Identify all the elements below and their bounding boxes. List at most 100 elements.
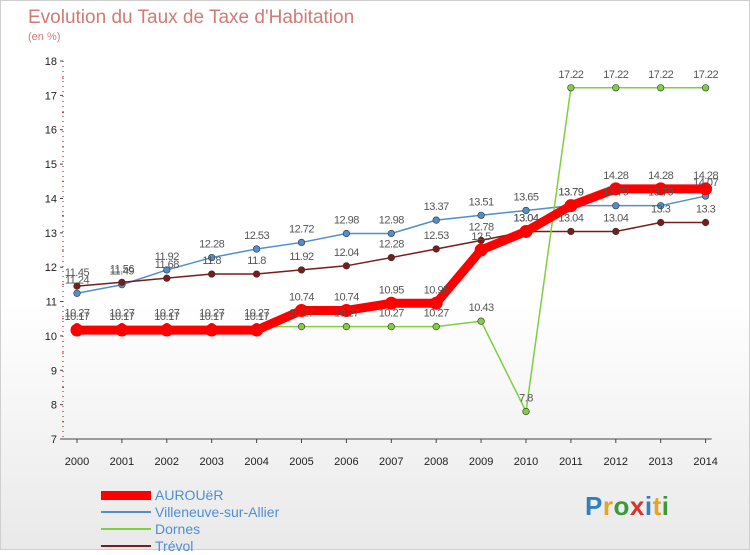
data-point [474, 243, 488, 257]
x-tick-label: 2000 [65, 456, 89, 468]
data-point [657, 202, 665, 210]
proxiti-logo: Proxiti [585, 491, 669, 522]
x-tick-label: 2012 [604, 456, 628, 468]
data-label: 11.68 [155, 259, 180, 271]
legend-label: AUROUëR [155, 487, 224, 503]
chart-title: Evolution du Taux de Taxe d'Habitation [28, 7, 355, 28]
chart-unit-label: (en %) [28, 31, 61, 43]
data-point [115, 323, 129, 337]
data-label: 10.17 [244, 311, 269, 323]
logo-letter: i [661, 491, 670, 521]
y-tick-label: 9 [51, 365, 57, 377]
data-label: 11.92 [289, 251, 314, 263]
data-label: 11.8 [247, 255, 266, 267]
legend-swatch [101, 545, 151, 547]
data-label: 13.79 [603, 187, 628, 199]
data-label: 17.22 [693, 69, 718, 81]
data-point [699, 182, 713, 196]
data-point [297, 266, 306, 274]
data-label: 13.04 [558, 212, 583, 224]
data-point [205, 323, 219, 337]
data-point [163, 266, 171, 274]
legend-swatch [101, 528, 151, 530]
data-point [612, 202, 620, 210]
data-point [477, 317, 485, 325]
data-label: 10.95 [379, 284, 404, 296]
legend-swatch [101, 490, 151, 500]
data-label: 10.17 [64, 311, 89, 323]
data-point [609, 182, 623, 196]
logo-letter: o [613, 491, 630, 521]
data-point [253, 245, 261, 253]
data-label: 13.37 [424, 201, 449, 213]
data-point [297, 323, 306, 331]
data-label: 11.49 [110, 266, 135, 278]
x-tick-label: 2013 [648, 456, 672, 468]
data-label: 10.95 [424, 284, 449, 296]
data-point [657, 84, 665, 92]
data-point [432, 245, 440, 253]
x-tick-label: 2001 [110, 456, 134, 468]
data-label: 14.28 [603, 170, 628, 182]
data-point [160, 323, 174, 337]
data-point [567, 84, 575, 92]
data-label: 10.27 [64, 308, 89, 320]
data-point [70, 323, 84, 337]
data-label: 13.79 [558, 187, 583, 199]
data-point [295, 303, 308, 317]
data-label: 13.51 [469, 196, 494, 208]
data-point [432, 323, 440, 331]
data-point [73, 282, 81, 290]
data-label: 12.78 [469, 221, 494, 233]
y-tick-label: 18 [45, 56, 57, 68]
data-point [654, 182, 668, 196]
data-label: 14.28 [693, 170, 718, 182]
data-point [612, 227, 620, 236]
data-label: 13.3 [651, 204, 671, 216]
x-tick-label: 2007 [379, 456, 403, 468]
data-label: 13.65 [513, 191, 538, 203]
data-label: 13.04 [513, 212, 538, 224]
data-label: 11.8 [202, 255, 221, 267]
data-label: 13.3 [696, 204, 716, 216]
y-tick-label: 11 [46, 297, 57, 309]
y-tick-label: 15 [45, 159, 57, 171]
data-label: 12.98 [334, 215, 359, 227]
y-tick-label: 12 [45, 262, 57, 274]
data-label: 13.04 [513, 212, 538, 224]
data-point [163, 274, 171, 282]
logo-letter: P [585, 491, 603, 521]
data-label: 10.27 [244, 308, 269, 320]
data-label: 10.17 [199, 311, 224, 323]
y-tick-label: 14 [45, 193, 57, 205]
data-label: 12.53 [424, 230, 449, 242]
data-point [208, 253, 216, 262]
data-point [701, 218, 710, 227]
logo-letter: i [644, 491, 653, 521]
data-point [387, 323, 395, 331]
data-label: 12.28 [379, 239, 404, 251]
data-label: 14.28 [648, 170, 673, 182]
data-label: 10.27 [379, 308, 404, 320]
x-tick-label: 2005 [289, 456, 313, 468]
data-label: 11.56 [110, 263, 135, 275]
data-label: 12.98 [379, 215, 404, 227]
data-point [432, 216, 440, 224]
legend-swatch [101, 511, 151, 513]
x-tick-label: 2010 [514, 456, 538, 468]
data-point [477, 211, 485, 219]
data-point [384, 296, 398, 310]
data-label: 13.79 [558, 187, 583, 199]
data-point [297, 238, 306, 247]
data-label: 10.27 [154, 308, 179, 320]
data-label: 10.27 [424, 308, 449, 320]
y-tick-label: 10 [45, 331, 57, 343]
data-point [73, 289, 81, 297]
data-label: 12.72 [289, 223, 314, 235]
data-point [387, 253, 395, 262]
x-tick-label: 2002 [155, 456, 179, 468]
x-tick-label: 2011 [559, 456, 583, 468]
data-point [612, 84, 620, 92]
data-point [522, 407, 530, 416]
